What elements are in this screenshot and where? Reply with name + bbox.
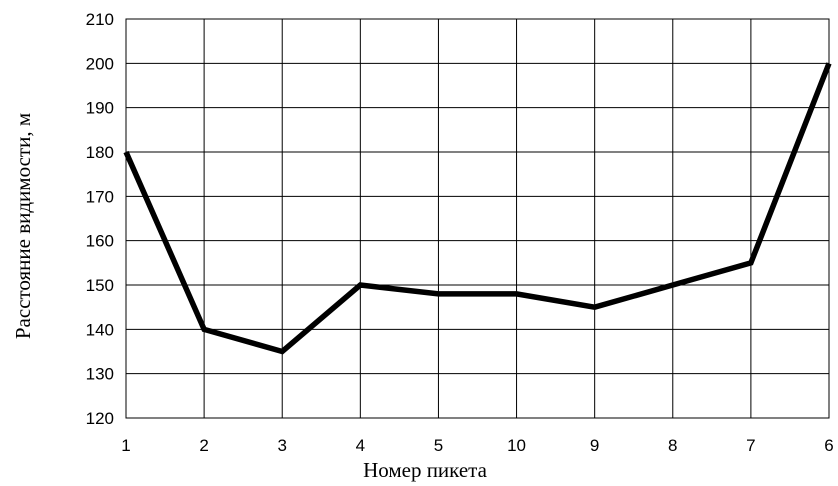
- x-axis-tick-labels: 1 2 3 4 5 10 9 8 7 6: [121, 436, 833, 455]
- x-tick-label: 5: [434, 436, 443, 455]
- x-tick-label: 8: [668, 436, 677, 455]
- x-tick-label: 10: [507, 436, 526, 455]
- vertical-gridlines: [203, 19, 752, 418]
- series-group: [123, 62, 832, 355]
- x-tick-label: 4: [356, 436, 365, 455]
- y-tick-label: 120: [86, 409, 114, 428]
- x-tick-label: 6: [824, 436, 833, 455]
- y-tick-label: 170: [86, 187, 114, 206]
- x-tick-label: 2: [199, 436, 208, 455]
- y-axis-title: Расстояние видимости, м: [11, 113, 35, 339]
- y-tick-label: 160: [86, 232, 114, 251]
- y-tick-label: 210: [86, 10, 114, 29]
- y-tick-label: 200: [86, 54, 114, 73]
- y-axis-tick-labels: 120 130 140 150 160 170 180 190 200 210: [86, 10, 114, 428]
- x-tick-label: 1: [121, 436, 130, 455]
- horizontal-gridlines: [126, 62, 829, 375]
- y-tick-label: 180: [86, 143, 114, 162]
- x-tick-label: 7: [746, 436, 755, 455]
- plot-area-frame: [125, 18, 830, 419]
- y-tick-label: 130: [86, 365, 114, 384]
- y-tick-label: 150: [86, 276, 114, 295]
- series-line: [123, 62, 832, 355]
- y-tick-label: 190: [86, 99, 114, 118]
- x-tick-label: 9: [590, 436, 599, 455]
- x-axis-title: Номер пикета: [363, 458, 488, 482]
- y-tick-label: 140: [86, 320, 114, 339]
- x-tick-label: 3: [277, 436, 286, 455]
